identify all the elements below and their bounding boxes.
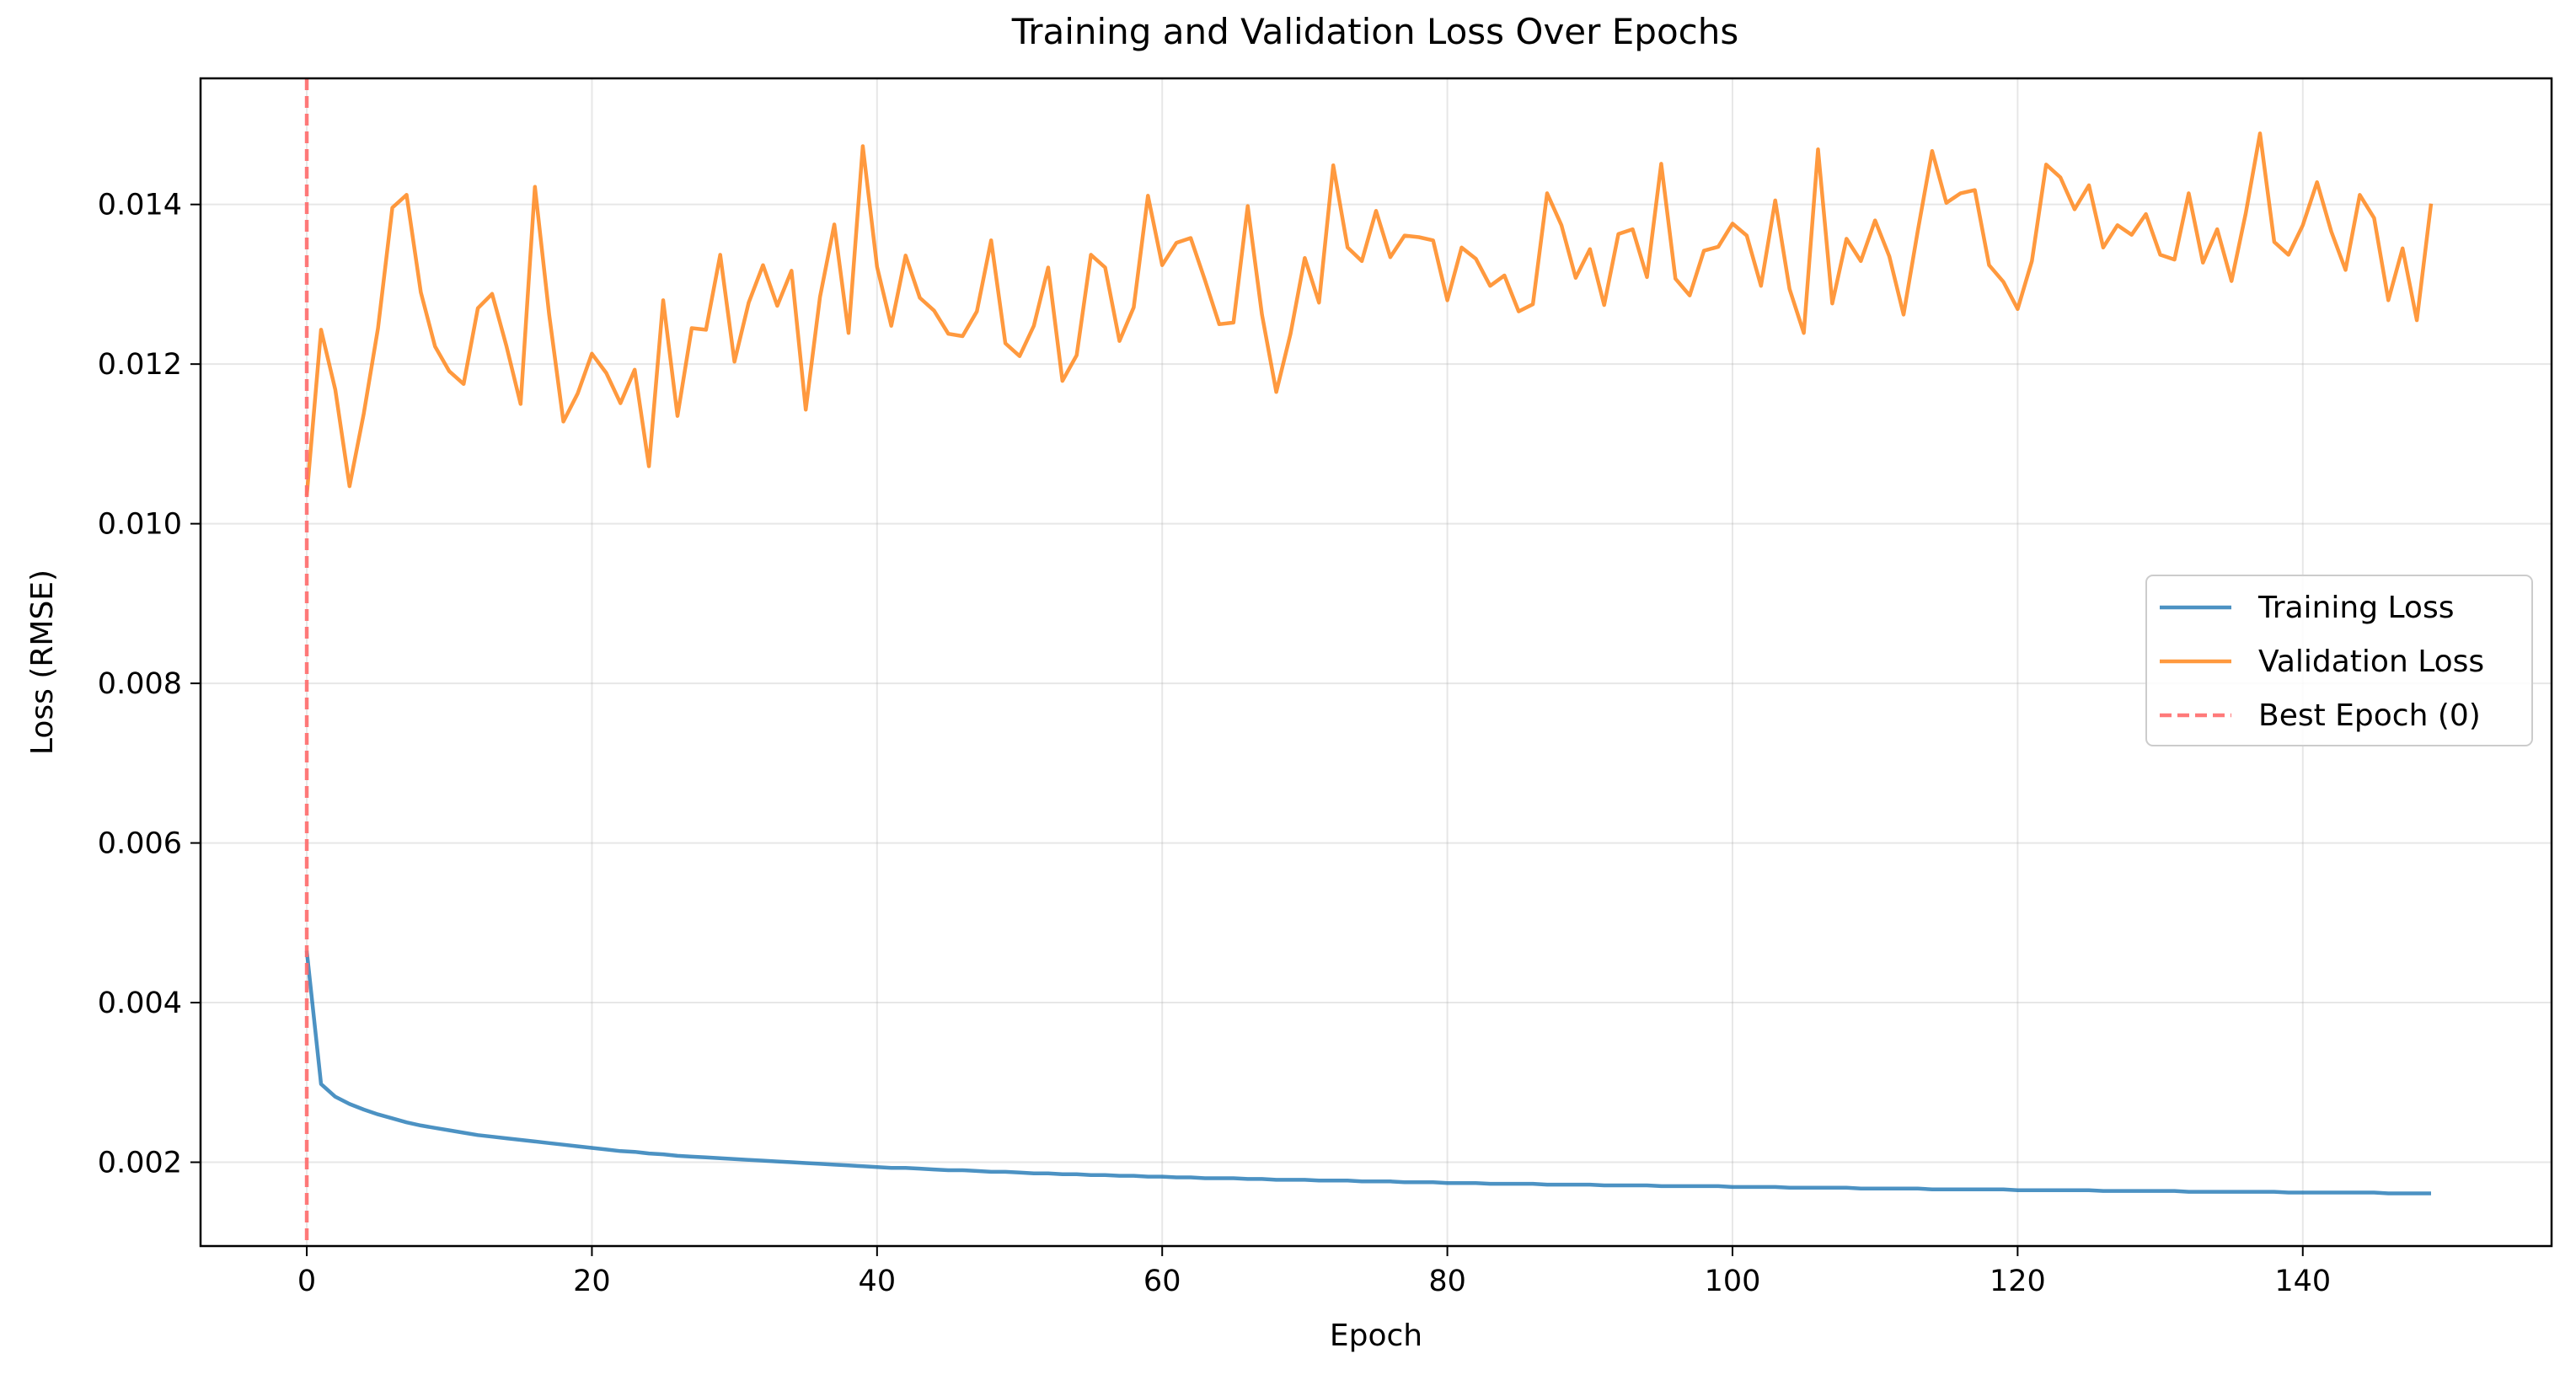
- y-tick-label: 0.012: [98, 348, 182, 382]
- x-tick-label: 80: [1428, 1265, 1466, 1298]
- y-tick-label: 0.010: [98, 508, 182, 542]
- y-tick-label: 0.014: [98, 189, 182, 222]
- legend-label-validation: Validation Loss: [2258, 645, 2484, 679]
- legend-label-best-epoch: Best Epoch (0): [2258, 698, 2481, 733]
- y-tick-label: 0.004: [98, 987, 182, 1020]
- legend-box: [2145, 575, 2533, 746]
- y-tick-label: 0.006: [98, 827, 182, 861]
- series-layer: [304, 78, 2434, 1246]
- legend: Training Loss Validation Loss Best Epoch…: [2145, 575, 2533, 746]
- axes: 0 20 40 60 80 100 120 140 0.002 0.004 0.006 0.008 0.…: [98, 189, 2331, 1298]
- x-tick-label: 100: [1705, 1265, 1761, 1298]
- plot-frame: [199, 77, 2553, 1248]
- y-axis-label: Loss (RMSE): [25, 570, 60, 755]
- x-tick-label: 20: [573, 1265, 611, 1298]
- x-tick-label: 0: [297, 1265, 316, 1298]
- x-tick-label: 120: [1990, 1265, 2046, 1298]
- x-tick-label: 40: [859, 1265, 897, 1298]
- y-tick-label: 0.002: [98, 1147, 182, 1180]
- x-tick-label: 60: [1143, 1265, 1181, 1298]
- chart-title: Training and Validation Loss Over Epochs: [1011, 11, 1739, 52]
- y-tick-label: 0.008: [98, 667, 182, 701]
- x-tick-label: 140: [2274, 1265, 2331, 1298]
- legend-label-training: Training Loss: [2257, 591, 2454, 625]
- training-loss-line: [304, 950, 2431, 1195]
- validation-loss-line: [304, 131, 2434, 496]
- x-axis-label: Epoch: [1330, 1318, 1422, 1353]
